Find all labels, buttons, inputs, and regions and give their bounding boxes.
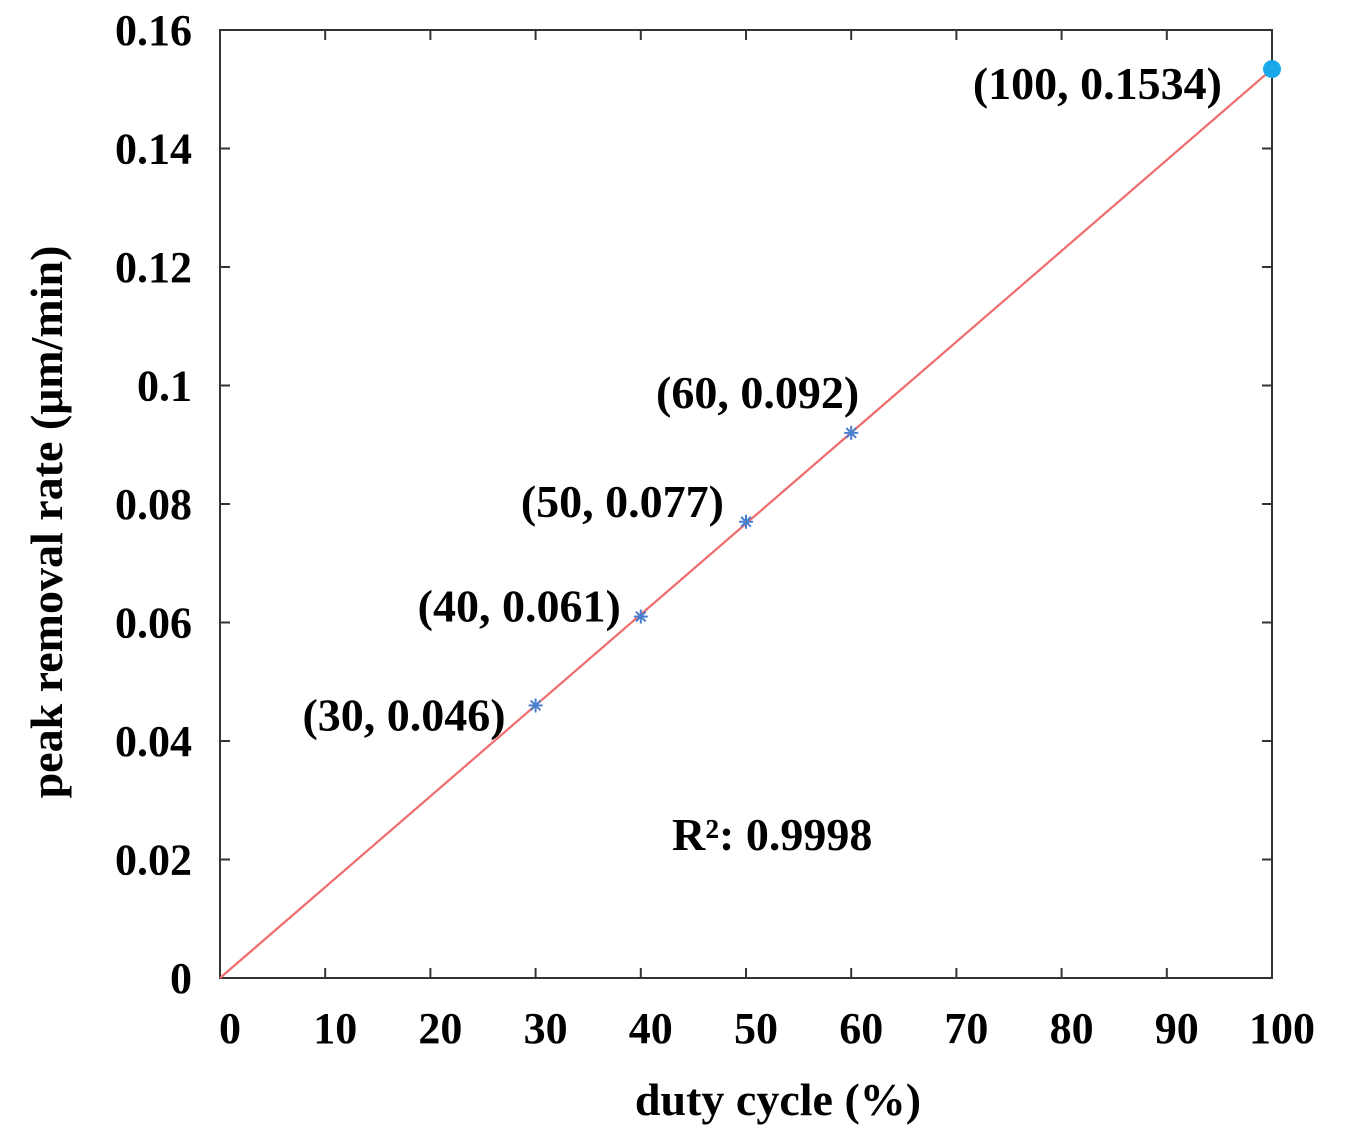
asterisk-stroke [740, 516, 752, 528]
x-tick-label: 30 [524, 1004, 568, 1053]
point-label: (60, 0.092) [656, 367, 859, 418]
y-tick-label: 0 [170, 954, 192, 1003]
y-tick-label: 0.08 [115, 480, 192, 529]
x-tick-label: 70 [944, 1004, 988, 1053]
r-squared-annotation: R²: 0.9998 [672, 809, 872, 860]
y-tick-label: 0.06 [115, 599, 192, 648]
data-point-asterisk [844, 425, 859, 440]
data-point-asterisk [633, 609, 648, 624]
x-tick-label: 80 [1050, 1004, 1094, 1053]
y-tick-label: 0.14 [115, 125, 192, 174]
y-axis-title: peak removal rate (μm/min) [21, 246, 72, 799]
point-label: (100, 0.1534) [973, 58, 1222, 109]
y-tick-label: 0.04 [115, 717, 192, 766]
data-point-dot [1263, 60, 1281, 79]
data-point-asterisk [739, 514, 753, 529]
y-tick-label: 0.16 [115, 6, 192, 55]
point-label: (40, 0.061) [418, 581, 621, 632]
point-label: (50, 0.077) [521, 476, 724, 527]
asterisk-stroke [845, 427, 857, 439]
x-tick-label: 60 [839, 1004, 883, 1053]
x-tick-label: 50 [734, 1004, 778, 1053]
x-tick-label: 0 [219, 1004, 241, 1053]
x-tick-label: 10 [313, 1004, 357, 1053]
data-point-asterisk [528, 698, 543, 713]
y-tick-label: 0.02 [115, 836, 192, 885]
x-tick-label: 100 [1249, 1004, 1315, 1053]
x-tick-label: 90 [1155, 1004, 1199, 1053]
x-axis-title: duty cycle (%) [635, 1074, 921, 1125]
point-label: (30, 0.046) [302, 689, 505, 740]
x-tick-label: 40 [629, 1004, 673, 1053]
y-tick-label: 0.12 [115, 243, 192, 292]
x-tick-label: 20 [418, 1004, 462, 1053]
y-tick-label: 0.1 [137, 362, 192, 411]
asterisk-stroke [529, 699, 542, 712]
asterisk-stroke [635, 610, 647, 623]
